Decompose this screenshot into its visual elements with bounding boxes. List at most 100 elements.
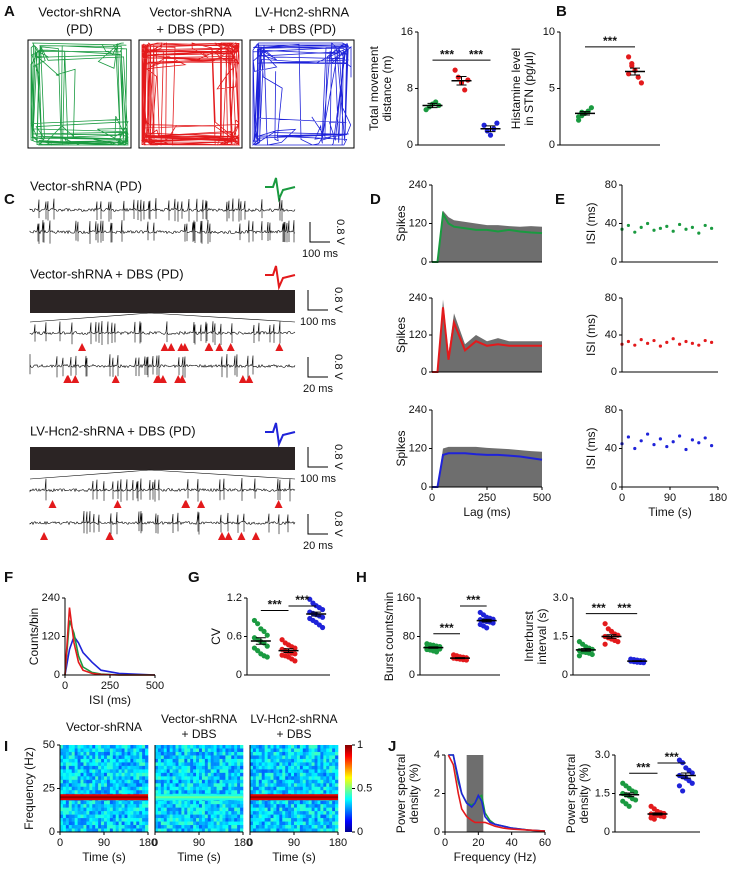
spectrogram-cell [308, 779, 312, 784]
spectrogram-cell [285, 807, 289, 812]
spectrogram-cell [317, 786, 321, 791]
spectrogram-cell [213, 765, 217, 770]
spectrogram-cell [255, 776, 260, 781]
spectrogram-cell [118, 811, 122, 815]
spectrogram-cell [317, 772, 321, 777]
spectrogram-cell [115, 804, 119, 808]
spectrogram-cell [121, 769, 125, 774]
spectrogram-cell [187, 745, 191, 749]
spectrogram-cell [228, 769, 232, 774]
spectrogram-cell [270, 811, 274, 815]
spectrogram-cell [62, 765, 67, 770]
spectrogram-cell [124, 804, 128, 808]
spectrogram-cell [311, 807, 315, 812]
spectrogram-cell [302, 765, 307, 770]
spectrogram-cell [155, 765, 159, 770]
spectrogram-cell [127, 783, 131, 788]
spectrogram-cell [329, 825, 333, 829]
spectrogram-cell [323, 748, 327, 753]
spectrogram-cell [255, 748, 260, 753]
dbs-marker [245, 375, 254, 383]
sem-bar [283, 648, 294, 654]
panel-label: C [4, 191, 15, 208]
spectrogram-cell [181, 807, 185, 812]
spectrogram-cell [80, 807, 84, 812]
spectrogram-cell [169, 825, 173, 829]
spectrogram-cell [163, 769, 168, 774]
spectrogram-cell [80, 776, 84, 781]
spectrogram-cell [142, 804, 146, 808]
spectrogram-cell [299, 748, 304, 753]
spectrogram-cell [317, 821, 321, 826]
spectrogram-cell [216, 762, 220, 767]
spectrogram-cell [80, 751, 84, 756]
spectrogram-cell [62, 828, 67, 833]
spectrogram-cell [98, 814, 102, 819]
dbs-marker [226, 343, 235, 351]
spectrogram-cell [163, 786, 168, 791]
y-axis-label: Power spectral [564, 754, 578, 833]
spectrogram-cell [77, 800, 81, 805]
spectrogram-cell [323, 755, 327, 760]
spectrogram-cell [124, 776, 128, 781]
point [665, 444, 669, 449]
spectrogram-cell [308, 821, 312, 826]
spectrogram-cell [193, 751, 197, 756]
spectrogram-cell [71, 800, 75, 805]
dot [481, 122, 487, 128]
spectrogram-cell [163, 745, 168, 749]
spectrogram-cell [273, 828, 277, 833]
point [678, 342, 682, 346]
spectrogram-cell [204, 765, 209, 770]
spectrogram-cell [112, 769, 117, 774]
spectrogram-cell [311, 765, 315, 770]
spectrogram-cell [326, 758, 330, 763]
y-tick-label: 25 [43, 782, 55, 794]
dot [490, 620, 496, 626]
spectrogram-cell [264, 758, 268, 763]
spectrogram-cell [264, 748, 268, 753]
dot [319, 606, 326, 613]
spectrogram-cell [124, 821, 128, 826]
spectrogram-cell [124, 783, 128, 788]
spectrogram-cell [270, 748, 274, 753]
spectrogram-cell [261, 800, 265, 805]
spectrogram-cell [308, 804, 312, 808]
x-axis-label: Time (s) [648, 505, 692, 519]
spectrogram-cell [264, 814, 268, 819]
spectrogram-cell [193, 758, 197, 763]
x-tick-label: 0 [152, 837, 158, 849]
spectrogram-cell [305, 786, 309, 791]
spectrogram-cell [302, 779, 307, 784]
y-axis-label: Counts/bin [27, 608, 41, 665]
spectrogram-cell [228, 814, 232, 819]
spectrogram-cell [219, 821, 223, 826]
spectrogram-cell [169, 755, 173, 760]
spectrogram-cell [184, 790, 188, 795]
spectrogram-cell [71, 765, 75, 770]
spectrogram-cell [305, 762, 309, 767]
spectrogram-cell [118, 814, 122, 819]
spectrogram-cell [95, 755, 99, 760]
spectrogram-cell [109, 811, 114, 815]
spectrogram-cell [142, 800, 146, 805]
spectrogram-cell [71, 762, 75, 767]
spectrogram-cell [124, 751, 128, 756]
spectrogram-cell [210, 821, 214, 826]
spectrogram-cell [302, 758, 307, 763]
spectrogram-cell [222, 821, 226, 826]
spectrogram-cell [136, 776, 140, 781]
spectrogram-cell [130, 790, 134, 795]
spectrogram-cell [80, 765, 84, 770]
spectrogram-cell [216, 818, 220, 822]
spectrogram-cell [314, 772, 318, 777]
spectrogram-cell [172, 772, 176, 777]
spectrogram-cell [335, 751, 339, 756]
dot [615, 639, 621, 645]
spectrogram-cell [323, 786, 327, 791]
spectrogram-cell [65, 811, 70, 815]
spectrogram-cell [166, 772, 170, 777]
spectrogram-cell [106, 748, 111, 753]
spectrogram-cell [335, 814, 339, 819]
spectrogram-cell [291, 745, 295, 749]
